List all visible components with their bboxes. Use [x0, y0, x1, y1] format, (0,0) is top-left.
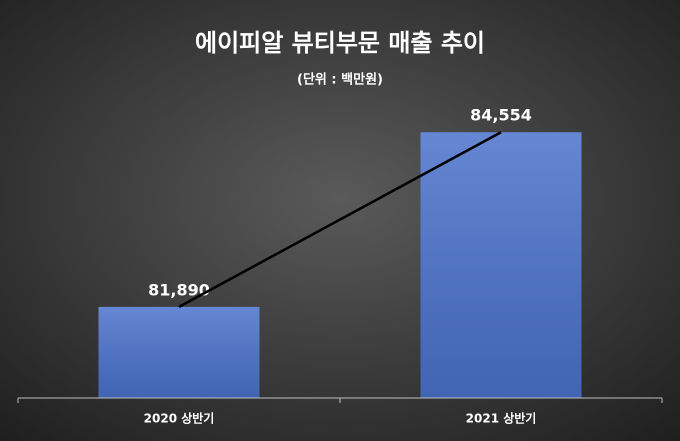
- bar-shade: [420, 132, 582, 398]
- x-tick-label: 2021 상반기: [466, 411, 537, 426]
- chart-subtitle: (단위 : 백만원): [297, 72, 383, 88]
- chart-title: 에이피알 뷰티부문 매출 추이: [195, 29, 485, 57]
- value-label: 81,890: [148, 280, 210, 299]
- value-label: 84,554: [470, 106, 532, 125]
- plot-area: 81,890 2020 상반기 84,554 2021 상반기: [17, 106, 663, 426]
- x-tick-label: 2020 상반기: [144, 411, 215, 426]
- bar-shade: [98, 306, 260, 398]
- trend-line: [178, 131, 502, 308]
